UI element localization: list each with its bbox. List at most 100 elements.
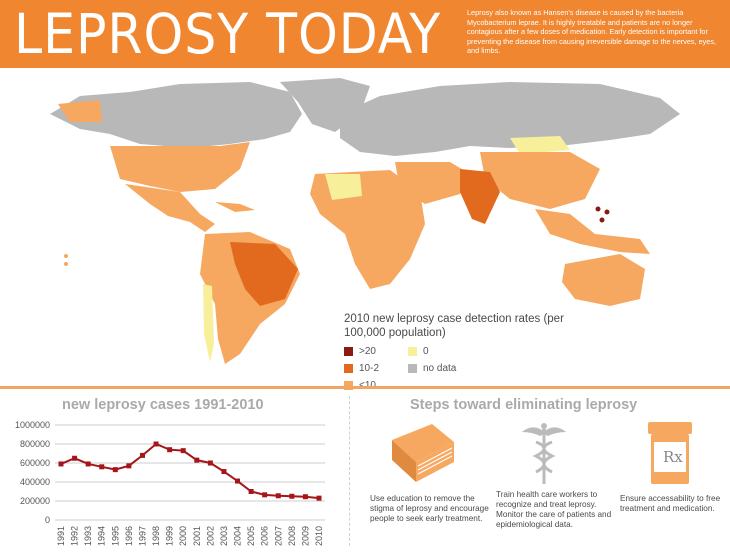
x-tick-label: 1996 xyxy=(124,526,134,546)
data-point xyxy=(167,447,173,453)
steps-title: Steps toward eliminating leprosy xyxy=(410,397,638,413)
x-tick-label: 1991 xyxy=(56,526,66,546)
map-region-pacific-high-3 xyxy=(599,217,605,223)
legend-swatch xyxy=(344,346,353,356)
legend-item: 0 xyxy=(408,344,498,358)
map-region-mongolia xyxy=(510,136,570,154)
y-tick-label: 400000 xyxy=(20,477,50,487)
map-region-pacific-1 xyxy=(64,254,68,258)
cases-line-chart: 0 200000 400000 600000 800000 1000000 1991 1992… xyxy=(15,420,325,546)
data-point xyxy=(72,455,78,461)
x-tick-label: 2000 xyxy=(178,526,188,546)
data-point xyxy=(112,467,118,473)
y-tick-label: 800000 xyxy=(20,439,50,449)
world-map-svg xyxy=(50,78,680,364)
x-tick-label: 2008 xyxy=(287,526,297,546)
legend-item: 10-2 xyxy=(344,361,408,375)
x-tick-label: 1993 xyxy=(83,526,93,546)
x-tick-label: 2005 xyxy=(246,526,256,546)
map-region-europe-russia xyxy=(340,82,680,156)
x-tick-label: 1994 xyxy=(97,526,107,546)
y-tick-label: 600000 xyxy=(20,458,50,468)
section-divider xyxy=(0,386,730,389)
legend-label: 0 xyxy=(423,345,429,357)
x-tick-label: 1998 xyxy=(151,526,161,546)
data-point xyxy=(99,464,105,470)
data-point xyxy=(235,478,241,484)
data-point xyxy=(221,469,227,475)
map-region-pacific-high-2 xyxy=(604,209,610,215)
legend-title: 2010 new leprosy case detection rates (p… xyxy=(344,313,564,339)
x-tick-label: 1992 xyxy=(70,526,80,546)
data-point xyxy=(316,495,322,501)
rx-label: Rx xyxy=(663,448,683,466)
map-region-alaska xyxy=(58,100,102,122)
x-tick-label: 2004 xyxy=(233,526,243,546)
map-region-pacific-high-1 xyxy=(595,206,601,212)
legend-item: <10 xyxy=(344,378,408,392)
legend-label: <10 xyxy=(359,379,376,391)
data-point xyxy=(194,457,200,463)
legend-swatch xyxy=(344,380,353,390)
data-point xyxy=(153,441,159,447)
x-tick-label: 2009 xyxy=(300,526,310,546)
intro-text: Leprosy also known as Hansen's disease i… xyxy=(467,8,717,56)
y-tick-label: 0 xyxy=(45,515,50,525)
map-region-china xyxy=(480,152,600,209)
map-region-pacific-2 xyxy=(64,262,68,266)
map-region-india xyxy=(460,169,500,224)
y-tick-label: 1000000 xyxy=(15,420,50,430)
legend-swatch xyxy=(344,363,353,373)
map-region-mexico xyxy=(125,184,215,232)
data-point xyxy=(85,461,91,467)
map-region-caribbean xyxy=(215,202,255,212)
data-point xyxy=(180,448,186,454)
data-point xyxy=(262,492,268,498)
step-text-training: Train health care workers to recognize a… xyxy=(496,490,612,529)
legend-label: 10-2 xyxy=(359,362,380,374)
data-point xyxy=(139,452,145,458)
map-region-canada xyxy=(50,82,302,148)
map-region-australia xyxy=(562,254,645,306)
header-banner: LEPROSY TODAY Leprosy also known as Hans… xyxy=(0,0,730,68)
map-legend: 2010 new leprosy case detection rates (p… xyxy=(344,312,594,392)
legend-swatch xyxy=(408,346,417,356)
x-tick-label: 2010 xyxy=(314,526,324,546)
column-divider xyxy=(349,396,350,546)
x-tick-label: 2002 xyxy=(205,526,215,546)
series-line xyxy=(60,442,320,500)
data-point xyxy=(126,463,132,469)
x-tick-label: 2006 xyxy=(260,526,270,546)
map-region-usa xyxy=(110,142,250,192)
pill-bottle-icon: Rx xyxy=(646,420,694,491)
map-region-chile xyxy=(203,284,214,362)
x-tick-label: 1995 xyxy=(110,526,120,546)
legend-label: no data xyxy=(423,362,457,374)
legend-label: >20 xyxy=(359,345,376,357)
book-icon xyxy=(388,422,458,491)
world-map xyxy=(40,74,710,374)
legend-swatch xyxy=(408,363,417,373)
legend-item: >20 xyxy=(344,344,408,358)
data-point xyxy=(275,493,281,499)
x-tick-label: 1997 xyxy=(137,526,147,546)
chart-title: new leprosy cases 1991-2010 xyxy=(62,397,264,413)
step-text-education: Use education to remove the stigma of le… xyxy=(370,494,489,523)
x-tick-label: 1999 xyxy=(165,526,175,546)
step-text-treatment: Ensure accessability to free treatment a… xyxy=(620,494,721,513)
legend-grid: >20 0 10-2 no data <10 xyxy=(344,344,594,392)
data-point xyxy=(302,494,308,500)
y-tick-label: 200000 xyxy=(20,496,50,506)
data-point xyxy=(207,460,213,466)
map-region-southeast-asia xyxy=(535,209,650,254)
page-title: LEPROSY TODAY xyxy=(14,2,442,66)
data-point xyxy=(289,493,295,499)
caduceus-icon xyxy=(520,420,568,491)
data-point xyxy=(248,489,254,494)
map-region-africa xyxy=(310,170,425,289)
legend-item: no data xyxy=(408,361,498,375)
data-point xyxy=(58,461,64,467)
x-tick-label: 2007 xyxy=(273,526,283,546)
map-region-sahara xyxy=(325,174,362,200)
map-region-brazil xyxy=(230,242,298,306)
